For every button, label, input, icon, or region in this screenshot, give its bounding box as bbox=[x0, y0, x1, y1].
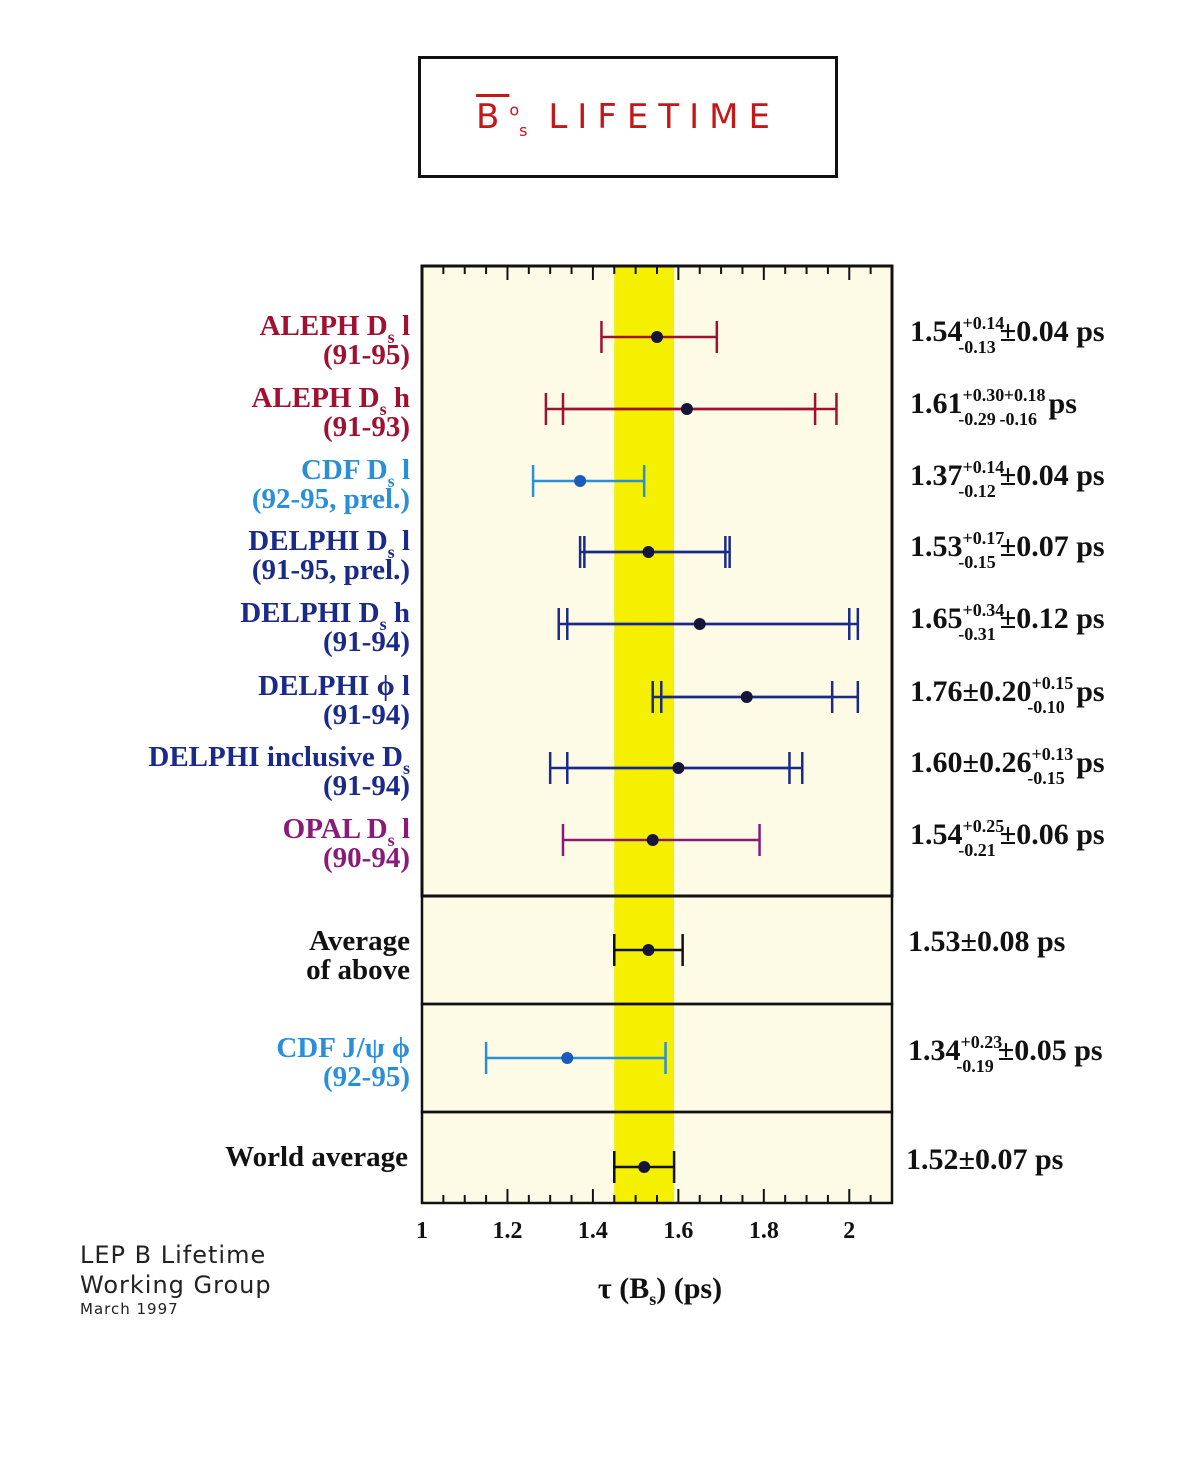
credit: LEP B Lifetime Working Group March 1997 bbox=[80, 1240, 272, 1318]
title-symbol: B bbox=[476, 97, 510, 137]
series-point bbox=[680, 403, 693, 415]
x-tick-label: 1.4 bbox=[578, 1218, 608, 1244]
series-label: DELPHI Ds h bbox=[240, 597, 410, 634]
x-tick-label: 1 bbox=[416, 1218, 428, 1244]
series-label: OPAL Ds l bbox=[283, 813, 410, 850]
credit-line2: Working Group bbox=[80, 1271, 272, 1299]
series-result: 1.53+0.17 -0.15 ±0.07 ps bbox=[910, 528, 1105, 572]
series-label: CDF Ds l bbox=[301, 454, 410, 491]
series-period: (91-94) bbox=[323, 770, 410, 802]
title-sub: s bbox=[519, 120, 528, 140]
series-period: (92-95, prel.) bbox=[252, 483, 410, 515]
world-average-label: World average bbox=[225, 1141, 408, 1173]
series-point bbox=[672, 762, 685, 774]
series-point bbox=[740, 691, 753, 703]
series-period: (91-95, prel.) bbox=[252, 554, 410, 586]
average-result: 1.53±0.08 ps bbox=[908, 925, 1065, 958]
series-point bbox=[646, 834, 659, 846]
series-result: 1.65+0.34 -0.31 ±0.12 ps bbox=[910, 600, 1105, 644]
series-label: DELPHI inclusive Ds bbox=[148, 741, 410, 778]
average-label2: of above bbox=[306, 954, 410, 986]
cdf-jpsi-label: CDF J/ψ ϕ bbox=[276, 1032, 410, 1064]
credit-line1: LEP B Lifetime bbox=[80, 1241, 267, 1269]
x-tick-label: 1.8 bbox=[749, 1218, 779, 1244]
series-point bbox=[693, 618, 706, 630]
series-period: (91-95) bbox=[323, 339, 410, 371]
title-box: Bos LIFETIME bbox=[418, 56, 838, 178]
world-average-result: 1.52±0.07 ps bbox=[906, 1143, 1063, 1176]
series-label: DELPHI Ds l bbox=[248, 525, 410, 562]
x-tick-label: 1.2 bbox=[492, 1218, 522, 1244]
series-result: 1.37+0.14 -0.12 ±0.04 ps bbox=[910, 457, 1105, 501]
chart-title: Bos LIFETIME bbox=[421, 97, 835, 140]
series-result: 1.54+0.14 -0.13 ±0.04 ps bbox=[910, 313, 1105, 357]
credit-line3: March 1997 bbox=[80, 1300, 179, 1318]
series-period: (90-94) bbox=[323, 842, 410, 874]
series-point bbox=[574, 475, 587, 487]
series-period: (91-94) bbox=[323, 699, 410, 731]
average-label: Average bbox=[309, 925, 410, 957]
world-average-band bbox=[614, 266, 675, 1203]
cdf-jpsi-point bbox=[561, 1052, 574, 1064]
series-result: 1.54+0.25 -0.21 ±0.06 ps bbox=[910, 816, 1105, 860]
series-label: ALEPH Ds h bbox=[252, 382, 411, 419]
series-result: 1.61+0.30 -0.29+0.18 -0.16 ps bbox=[910, 385, 1077, 429]
world-average-point bbox=[638, 1161, 651, 1173]
x-axis-label: τ (Bs) (ps) bbox=[597, 1272, 723, 1309]
series-label: ALEPH Ds l bbox=[260, 310, 410, 347]
series-point bbox=[651, 331, 663, 343]
series-point bbox=[642, 546, 655, 558]
series-result: 1.76±0.20+0.15 -0.10 ps bbox=[910, 673, 1105, 717]
series-period: (91-94) bbox=[323, 626, 410, 658]
series-period: (91-93) bbox=[323, 411, 410, 443]
series-result: 1.60±0.26+0.13 -0.15 ps bbox=[910, 744, 1105, 788]
cdf-jpsi-result: 1.34+0.23 -0.19 ±0.05 ps bbox=[908, 1032, 1103, 1076]
average-point bbox=[642, 944, 655, 956]
x-tick-label: 2 bbox=[843, 1218, 855, 1244]
x-tick-label: 1.6 bbox=[663, 1218, 693, 1244]
title-sup: o bbox=[509, 100, 520, 120]
title-text: LIFETIME bbox=[548, 97, 780, 137]
series-label: DELPHI ϕ l bbox=[258, 670, 410, 702]
cdf-jpsi-period: (92-95) bbox=[323, 1061, 410, 1093]
